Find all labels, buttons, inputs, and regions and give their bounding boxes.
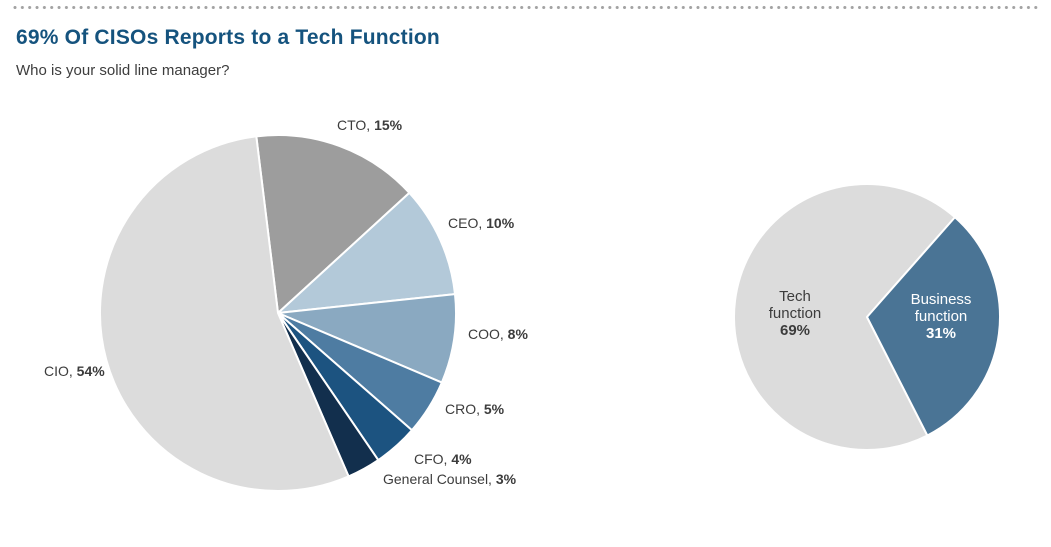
slice-label-cto-name: CTO, bbox=[337, 117, 375, 133]
slice-label-cro-pct: 5% bbox=[483, 401, 505, 417]
pie-chart-function-split bbox=[733, 183, 1001, 451]
page-title: 69% Of CISOs Reports to a Tech Function bbox=[16, 26, 440, 49]
slice-label-coo-name: COO, bbox=[468, 326, 508, 342]
slice-label-general-counsel-pct: 3% bbox=[495, 471, 517, 487]
slice-label-coo: COO, 8% bbox=[468, 326, 528, 342]
slice-label-ceo-name: CEO, bbox=[448, 215, 487, 231]
pie-chart-solid-line-manager bbox=[99, 134, 458, 492]
pie-slice-business-function bbox=[866, 216, 1001, 437]
slice-label-cio-pct: 54% bbox=[76, 363, 105, 379]
slice-label-cio: CIO, 54% bbox=[44, 363, 105, 379]
slice-label-cfo-pct: 4% bbox=[451, 451, 472, 467]
chart-question-subtitle: Who is your solid line manager? bbox=[16, 62, 230, 79]
slice-label-cfo-name: CFO, bbox=[414, 451, 452, 467]
pie-slice-tech-function bbox=[733, 183, 956, 451]
slice-label-ceo-pct: 10% bbox=[486, 215, 515, 231]
dotted-divider bbox=[13, 5, 1039, 10]
slice-label-cro-name: CRO, bbox=[445, 401, 484, 417]
pie-slice-cio bbox=[99, 135, 350, 492]
slice-label-tech-function-pct: 69% bbox=[779, 322, 811, 339]
slice-label-cto-pct: 15% bbox=[374, 117, 403, 133]
slice-label-general-counsel-name: General Counsel, bbox=[383, 471, 496, 487]
slice-label-general-counsel: General Counsel, 3% bbox=[383, 471, 516, 487]
slice-label-cto: CTO, 15% bbox=[337, 117, 402, 133]
slice-label-coo-pct: 8% bbox=[507, 326, 528, 342]
slice-label-tech-function: Tech function 69% bbox=[753, 288, 837, 339]
slice-label-tech-function-name: Tech function bbox=[768, 288, 822, 322]
slice-label-cio-name: CIO, bbox=[44, 363, 77, 379]
pie-slice-cto bbox=[255, 134, 411, 314]
slice-label-cro: CRO, 5% bbox=[445, 401, 504, 417]
pie-slice-ceo bbox=[277, 191, 456, 314]
slice-label-ceo: CEO, 10% bbox=[448, 215, 514, 231]
slice-label-business-function-pct: 31% bbox=[925, 325, 957, 342]
slice-label-business-function-name: Business function bbox=[910, 291, 972, 325]
slice-label-business-function: Business function 31% bbox=[896, 291, 986, 342]
pie-slice-coo bbox=[277, 293, 458, 384]
slice-label-cfo: CFO, 4% bbox=[414, 451, 472, 467]
